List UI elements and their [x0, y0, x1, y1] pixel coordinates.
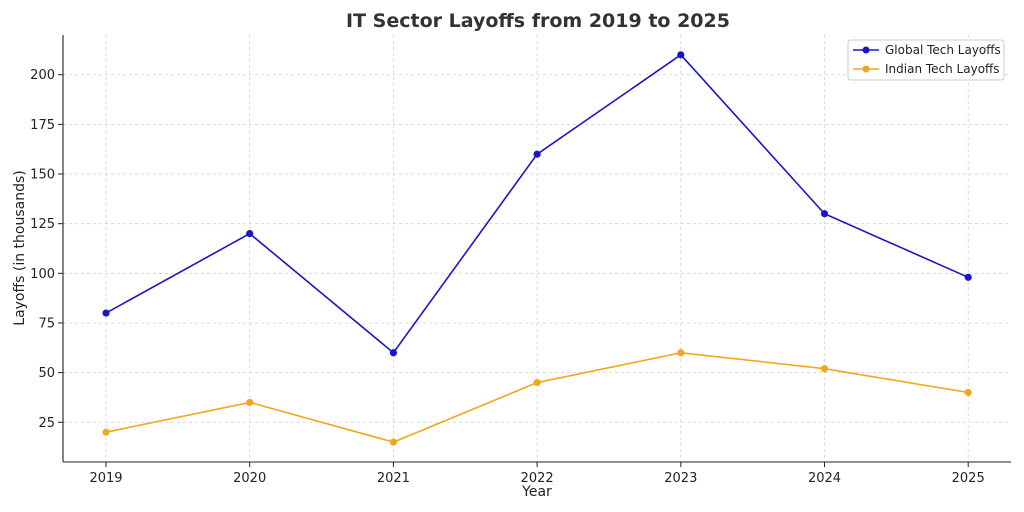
y-tick-label: 25 [38, 416, 55, 431]
y-tick-label: 75 [38, 316, 55, 331]
data-point-global-tech-layoffs [102, 309, 110, 317]
axes-layer: 2019 2020 2021 2022 2023 2024 2025 25 50 75 100 125… [30, 35, 1011, 486]
data-point-indian-tech-layoffs [389, 438, 397, 446]
legend-label-global: Global Tech Layoffs [885, 43, 1001, 57]
x-tick-label: 2019 [89, 471, 122, 486]
x-tick-label: 2024 [808, 471, 841, 486]
legend-label-indian: Indian Tech Layoffs [885, 62, 1000, 76]
data-point-global-tech-layoffs [246, 230, 254, 238]
legend-marker-indian [862, 65, 870, 73]
data-point-global-tech-layoffs [389, 349, 397, 357]
y-axis-label: Layoffs (in thousands) [12, 170, 28, 325]
legend-box [847, 39, 1005, 81]
data-point-indian-tech-layoffs [964, 388, 972, 397]
x-tick-label: 2020 [233, 471, 266, 486]
series-layer [102, 51, 972, 446]
chart-title: IT Sector Layoffs from 2019 to 2025 [346, 10, 730, 32]
data-point-indian-tech-layoffs [102, 428, 110, 436]
y-tick-label: 125 [30, 217, 55, 232]
data-point-indian-tech-layoffs [246, 398, 254, 407]
y-tick-label: 100 [30, 267, 55, 282]
legend-marker-global [862, 46, 870, 54]
y-tick-label: 150 [30, 168, 55, 183]
data-point-indian-tech-layoffs [533, 378, 541, 387]
x-tick-label: 2023 [664, 471, 697, 486]
data-point-global-tech-layoffs [677, 51, 685, 59]
y-tick-label: 50 [38, 366, 55, 381]
x-tick-label: 2022 [521, 471, 554, 486]
y-tick-label: 175 [30, 118, 55, 133]
data-point-global-tech-layoffs [533, 150, 541, 158]
data-point-indian-tech-layoffs [820, 365, 829, 373]
legend: Global Tech Layoffs Indian Tech Layoffs [847, 39, 1005, 81]
data-point-indian-tech-layoffs [677, 349, 685, 357]
data-point-global-tech-layoffs [820, 210, 829, 218]
grid-layer [63, 35, 1011, 462]
x-tick-label: 2025 [952, 471, 985, 486]
y-tick-label: 200 [30, 68, 55, 83]
data-point-global-tech-layoffs [964, 273, 972, 281]
x-axis-label: Year [521, 484, 552, 500]
x-tick-label: 2021 [377, 471, 410, 486]
